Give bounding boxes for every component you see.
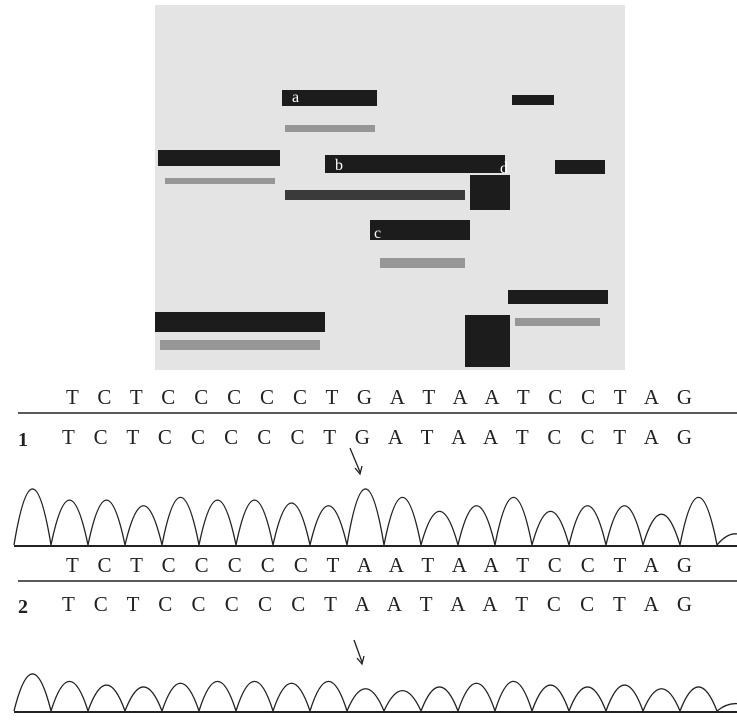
gel-image: a b c d	[155, 5, 625, 370]
reference-sequence: T C T C C C C C T G A T A A T C C T A G	[66, 385, 692, 409]
chromatogram	[14, 489, 737, 545]
band-label: d	[500, 160, 508, 177]
panel-1: T C T C C C C C T G A T A A T C C T A G …	[14, 385, 737, 546]
panel-label: 1	[18, 429, 28, 451]
chromatogram	[14, 674, 737, 711]
sample-sequence: T C T C C C C C T G A T A A T C C T A G	[62, 425, 692, 449]
panel-label: 2	[18, 596, 28, 618]
panel-2: T C T C C C C C T A A T A A T C C T A G …	[14, 553, 737, 712]
band-label: b	[335, 157, 343, 174]
sample-sequence: T C T C C C C C T A A T A A T C C T A G	[62, 592, 692, 616]
band-label: a	[292, 89, 299, 106]
band-label: c	[374, 225, 381, 242]
figure: a b c d T C T C C C C C T G A T A A T C …	[0, 0, 737, 721]
reference-sequence: T C T C C C C C T A A T A A T C C T A G	[66, 553, 692, 577]
